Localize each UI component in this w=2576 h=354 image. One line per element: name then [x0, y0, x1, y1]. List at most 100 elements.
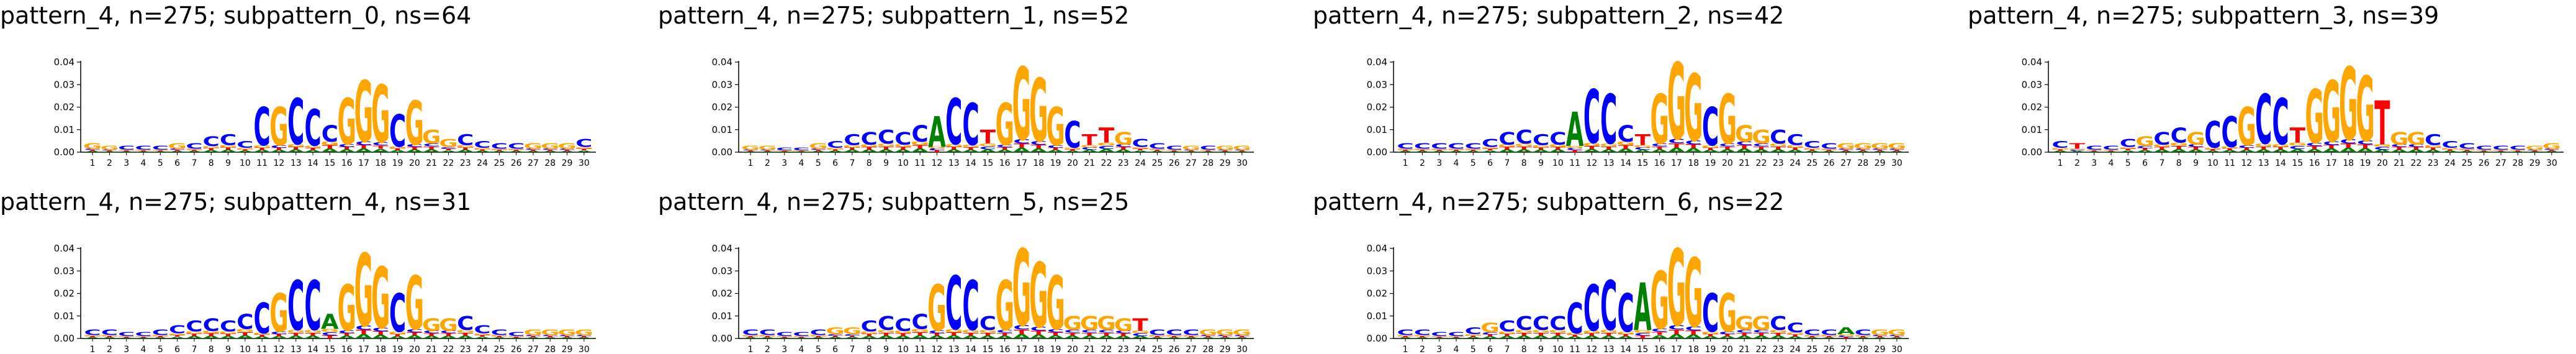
logo-letter-A: A	[844, 149, 862, 153]
logo-letter-A: A	[1820, 151, 1839, 153]
logo-letter-T: T	[1415, 150, 1430, 152]
logo-letter-C: C	[2340, 138, 2357, 145]
logo-letter-G: G	[995, 91, 1014, 158]
logo-letter-T: T	[793, 337, 809, 338]
logo-letter-T: T	[322, 144, 338, 150]
x-tick-label: 5	[2125, 158, 2131, 168]
logo-letter-C: C	[2475, 145, 2492, 151]
logo-letter-T: T	[1787, 147, 1803, 151]
logo-letter-T: T	[963, 147, 978, 150]
x-tick-label: 11	[256, 345, 268, 354]
logo-letter-T: T	[1855, 336, 1871, 338]
logo-letter-A: A	[372, 334, 390, 340]
logo-letter-T: T	[1872, 336, 1888, 338]
logo-letter-C: C	[2492, 145, 2509, 151]
logo-letter-C: C	[271, 145, 287, 148]
logo-letter-C: C	[861, 129, 878, 148]
x-tick-label: 5	[1470, 345, 1476, 354]
logo-letter-T: T	[135, 150, 151, 152]
logo-letter-T: T	[220, 147, 236, 151]
logo-letter-T: T	[1669, 329, 1685, 335]
x-tick-label: 16	[341, 158, 353, 168]
logo-letter-C: C	[236, 310, 253, 334]
logo-letter-G: G	[741, 335, 760, 337]
logo-letter-G: G	[1233, 328, 1251, 337]
logo-letter-C: C	[440, 147, 457, 149]
x-tick-label: 22	[443, 345, 454, 354]
logo-letter-T: T	[1200, 336, 1216, 338]
logo-letter-T: T	[237, 149, 253, 152]
x-tick-label: 20	[2377, 158, 2388, 168]
logo-letter-C: C	[2272, 86, 2289, 159]
x-tick-label: 10	[2207, 158, 2218, 168]
logo-letter-T: T	[777, 337, 792, 338]
x-tick-label: 10	[898, 345, 909, 354]
logo-letter-T: T	[508, 150, 524, 152]
logo-letter-G: G	[826, 147, 844, 150]
x-tick-label: 14	[1620, 345, 1631, 354]
logo-letter-C: C	[980, 312, 996, 334]
logo-letter-G: G	[2068, 148, 2086, 150]
logo-letter-T: T	[271, 147, 287, 151]
logo-letter-G: G	[2373, 143, 2392, 148]
logo-letter-A: A	[304, 150, 322, 153]
logo-letter-T: T	[356, 329, 372, 336]
logo-letter-G: G	[236, 328, 254, 333]
logo-letter-G: G	[575, 328, 593, 337]
x-tick-label: 28	[544, 345, 556, 354]
logo-letter-T: T	[1855, 150, 1871, 152]
x-tick-label: 27	[1840, 345, 1852, 354]
y-tick-label: 0.03	[712, 79, 732, 90]
logo-letter-A: A	[1617, 148, 1635, 153]
logo-letter-T: T	[237, 331, 253, 336]
logo-letter-T: T	[492, 336, 507, 338]
x-tick-label: 9	[2193, 158, 2199, 168]
logo-letter-C: C	[1217, 149, 1233, 150]
logo-letter-A: A	[877, 335, 895, 340]
logo-letter-T: T	[576, 336, 592, 338]
logo-letter-C: C	[2102, 145, 2119, 151]
x-tick-label: 20	[1067, 158, 1078, 168]
logo-letter-T: T	[2154, 147, 2169, 151]
x-tick-label: 10	[240, 345, 251, 354]
logo-letter-C: C	[1871, 148, 1888, 150]
logo-letter-A: A	[2119, 150, 2138, 153]
logo-letter-A: A	[2068, 151, 2087, 153]
logo-letter-A: A	[2323, 148, 2341, 153]
logo-letter-C: C	[304, 267, 321, 346]
logo-letter-G: G	[2390, 129, 2408, 148]
logo-panel-2: pattern_4, n=275; subpattern_2, ns=42 0.0…	[1313, 2, 1909, 168]
logo-letter-G: G	[927, 147, 946, 150]
logo-letter-T: T	[1115, 333, 1131, 337]
logo-letter-A: A	[1081, 149, 1099, 153]
x-tick-label: 30	[579, 345, 590, 354]
logo-letter-C: C	[2357, 140, 2374, 146]
logo-letter-A: A	[826, 337, 845, 339]
logo-letter-G: G	[354, 234, 373, 350]
logo-letter-C: C	[1013, 138, 1030, 145]
logo-letter-C: C	[152, 145, 169, 151]
logo-letter-C: C	[1465, 325, 1482, 337]
logo-letter-G: G	[185, 331, 204, 335]
logo-letter-C: C	[1217, 335, 1233, 337]
x-tick-label: 9	[883, 345, 889, 354]
logo-letter-T: T	[742, 150, 758, 152]
logo-letter-C: C	[2204, 113, 2221, 156]
logo-letter-A: A	[1617, 335, 1635, 339]
logo-letter-C: C	[1888, 335, 1905, 337]
x-tick-label: 1	[2058, 158, 2063, 168]
y-tick-label: 0.00	[54, 333, 74, 344]
logo-letter-T: T	[525, 336, 541, 338]
logo-letter-G: G	[507, 335, 525, 337]
logo-letter-T: T	[1217, 336, 1233, 338]
x-tick-label: 18	[375, 345, 386, 354]
logo-letter-T: T	[2408, 147, 2424, 151]
logo-letter-C: C	[525, 335, 541, 337]
logo-letter-A: A	[219, 149, 237, 153]
x-tick-label: 22	[1756, 158, 1767, 168]
logo-letter-C: C	[1098, 329, 1115, 334]
logo-letter-T: T	[2069, 142, 2086, 150]
logo-letter-T: T	[2103, 150, 2119, 152]
logo-letter-T: T	[119, 337, 134, 338]
x-tick-label: 11	[2224, 158, 2235, 168]
